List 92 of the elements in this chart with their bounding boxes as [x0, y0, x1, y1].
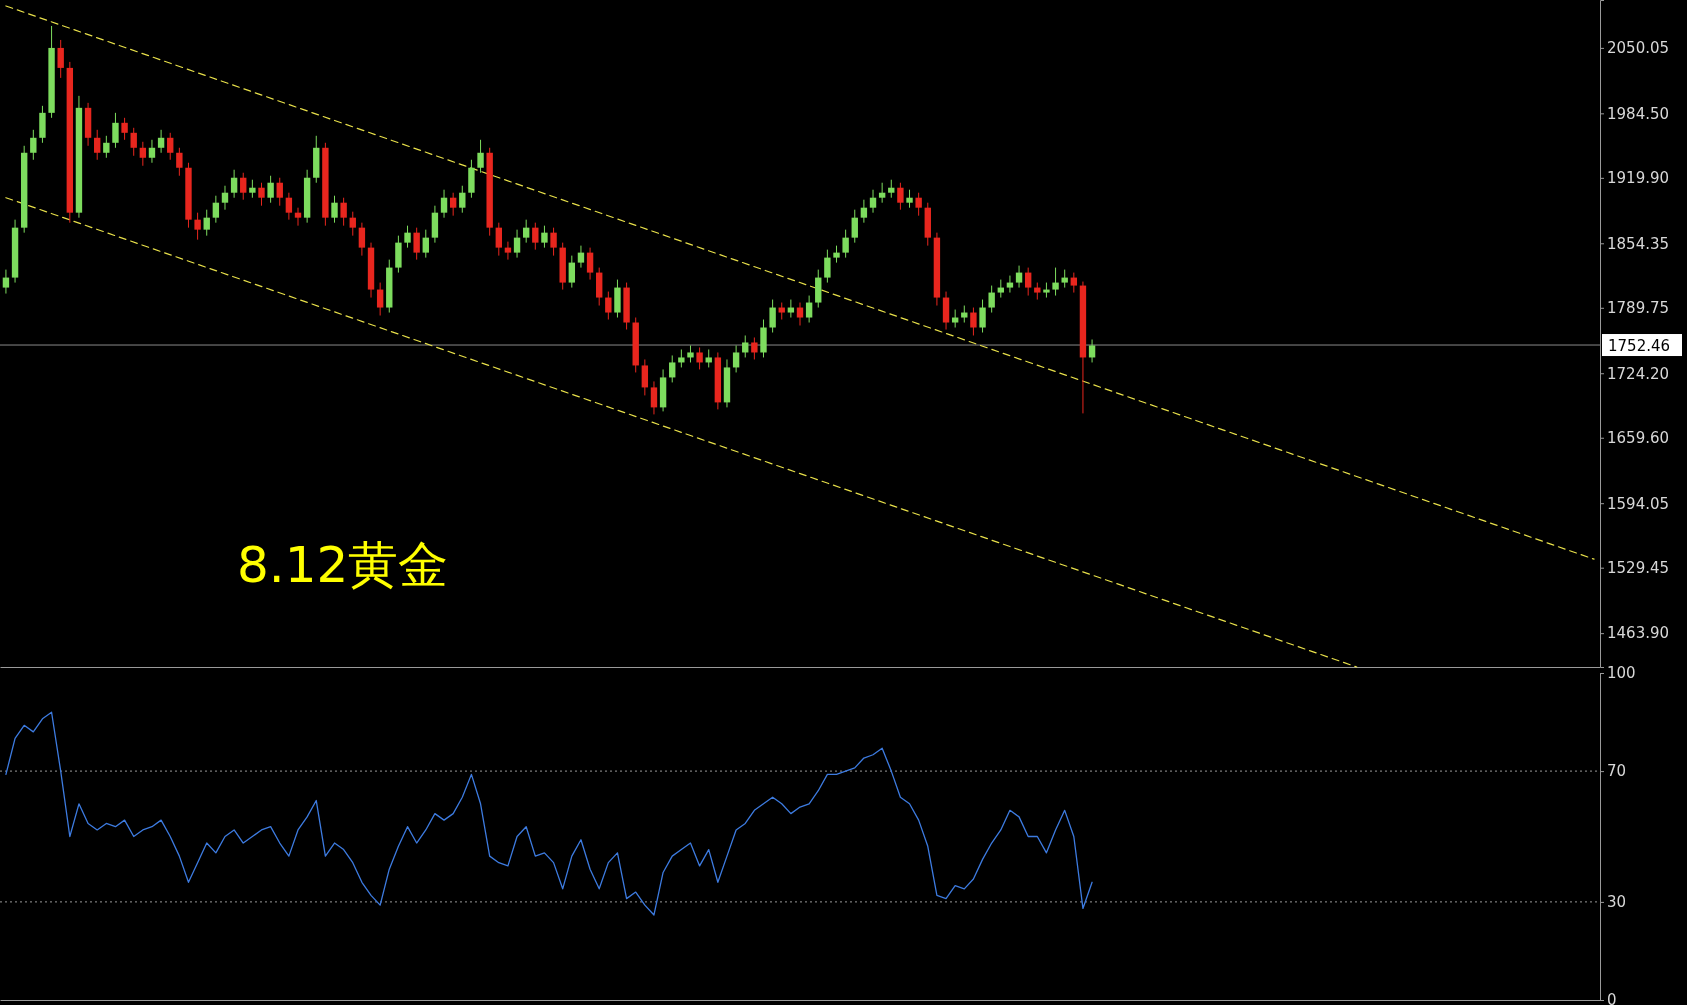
y-tick-label: 1789.75: [1607, 299, 1670, 318]
candlestick: [742, 335, 749, 358]
candlestick: [1052, 267, 1059, 297]
candlestick: [157, 129, 165, 154]
candlestick: [605, 291, 612, 321]
candlestick: [696, 346, 703, 370]
candlestick: [459, 185, 466, 214]
candlestick: [522, 219, 530, 244]
candlestick: [915, 192, 922, 217]
y-tick-label: 0: [1607, 991, 1617, 1005]
y-tick-label: 1594.05: [1607, 494, 1670, 513]
candlestick: [541, 225, 548, 249]
candlestick: [860, 199, 868, 224]
candlestick: [805, 295, 813, 324]
candlestick: [94, 129, 101, 161]
y-tick-label: 2050.05: [1607, 39, 1670, 58]
candlestick: [440, 189, 448, 219]
candlestick: [148, 139, 156, 164]
candlestick: [404, 225, 411, 249]
candlestick: [513, 229, 521, 259]
candlestick: [331, 195, 338, 224]
candlestick: [1070, 272, 1078, 294]
candlestick: [340, 197, 347, 227]
y-tick-label: 1984.50: [1607, 104, 1670, 123]
candlestick: [358, 222, 366, 257]
candlestick: [532, 222, 539, 251]
annotation: 8.12黄金: [237, 536, 449, 594]
candlestick: [878, 182, 886, 204]
candlestick: [1088, 338, 1096, 363]
candlestick: [495, 222, 502, 257]
candlestick: [897, 182, 904, 211]
candlestick: [57, 39, 64, 79]
y-tick-label: 1919.90: [1607, 169, 1670, 188]
candlestick: [641, 358, 649, 396]
candlestick: [203, 209, 210, 237]
candlestick: [276, 177, 283, 207]
y-tick-label: 70: [1607, 762, 1627, 781]
candlestick: [577, 245, 585, 269]
candlestick: [869, 189, 877, 214]
candlestick: [30, 129, 37, 161]
y-tick-label: 1724.20: [1607, 364, 1670, 383]
candlestick: [851, 209, 858, 244]
candlestick: [1024, 267, 1032, 297]
candlestick: [112, 112, 119, 149]
candlestick: [568, 255, 576, 289]
candlestick: [103, 135, 110, 159]
candlestick: [824, 249, 831, 284]
candlestick: [422, 229, 429, 259]
candlestick: [2, 269, 10, 295]
candlestick: [650, 380, 658, 415]
candlestick: [550, 227, 557, 257]
y-tick-label: 30: [1607, 893, 1627, 912]
candlestick: [1015, 265, 1023, 289]
candlestick: [167, 132, 174, 161]
candlestick: [413, 227, 420, 261]
candlestick: [376, 282, 384, 317]
candlestick: [842, 229, 849, 259]
y-tick-label: 100: [1607, 664, 1636, 683]
y-tick-label: 1854.35: [1607, 234, 1670, 253]
y-tick-label: 1529.45: [1607, 559, 1670, 577]
y-tick-label: 1659.60: [1607, 429, 1670, 448]
candlestick: [769, 299, 776, 333]
candlestick: [139, 141, 147, 167]
candlestick: [194, 212, 201, 241]
candlestick: [294, 207, 302, 227]
candlestick: [504, 241, 512, 261]
ref-line-label: 1752.46: [1608, 337, 1671, 356]
candlestick: [267, 175, 274, 204]
candlestick: [669, 354, 676, 383]
candlestick: [240, 172, 247, 201]
candlestick: [212, 195, 220, 224]
candlestick: [130, 127, 137, 157]
candlestick: [230, 169, 238, 199]
candlestick: [970, 307, 977, 336]
candlestick: [979, 299, 986, 333]
candlestick: [732, 344, 740, 373]
candlestick: [988, 285, 995, 314]
candlestick: [258, 182, 265, 207]
candlestick: [221, 185, 229, 211]
candlestick: [449, 192, 457, 217]
candlestick: [787, 299, 795, 319]
candlestick: [477, 139, 484, 174]
line-series: [5, 711, 1093, 916]
candlestick: [796, 302, 804, 327]
candlestick: [1006, 275, 1014, 294]
candlestick: [176, 147, 183, 177]
candlestick: [586, 247, 594, 281]
candlestick: [121, 117, 128, 141]
y-tick-label: 1463.90: [1607, 624, 1670, 643]
candlestick: [285, 192, 293, 221]
candlestick: [751, 336, 758, 360]
candlestick: [349, 211, 356, 237]
